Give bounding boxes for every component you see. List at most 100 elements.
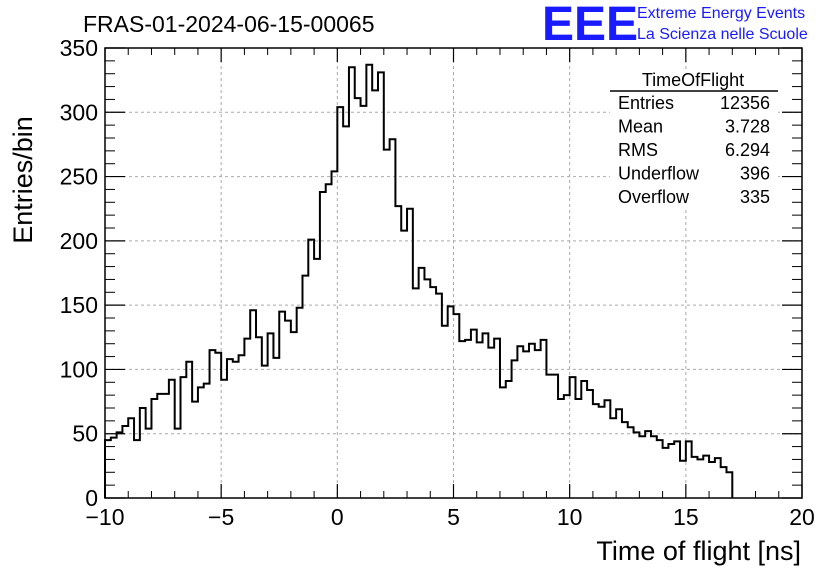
histogram-bin [256, 337, 262, 498]
histogram-bin [186, 362, 192, 498]
eee-logo-letters: EEE [542, 0, 638, 51]
histogram-bin [314, 259, 320, 498]
histogram-bin [692, 457, 698, 498]
histogram-bin [361, 106, 367, 498]
histogram-bin [535, 350, 541, 498]
histogram-bin [570, 377, 576, 498]
histogram-bin [651, 436, 657, 498]
x-tick-label: 5 [447, 504, 460, 530]
stats-label: RMS [618, 140, 658, 160]
x-tick-labels: −10 −5 0 5 10 15 20 [85, 504, 814, 530]
histogram-bin [239, 355, 245, 498]
histogram-bin [210, 350, 216, 498]
histogram-bin [181, 377, 187, 498]
histogram-bin [663, 448, 669, 498]
histogram-bin [448, 306, 454, 498]
stats-value: 6.294 [725, 140, 770, 160]
histogram-bin [117, 432, 123, 498]
eee-logo-line2: La Scienza nelle Scuole [637, 26, 808, 43]
histogram-bin [709, 462, 715, 498]
histogram-bin [436, 294, 442, 498]
histogram-bin [465, 340, 471, 498]
histogram-bin [175, 429, 181, 498]
histogram-bin [349, 67, 355, 498]
histogram-bin [332, 171, 338, 498]
histogram-bin [517, 346, 523, 498]
histogram-bin [401, 231, 407, 498]
histogram-bin [395, 206, 401, 498]
histogram-bin [529, 344, 535, 498]
histogram-bin [169, 380, 175, 498]
histogram-bin [424, 279, 430, 498]
eee-logo-line1: Extreme Energy Events [637, 5, 805, 22]
stats-label: Overflow [618, 187, 690, 207]
stats-value: 396 [740, 164, 770, 184]
histogram-bin [285, 321, 291, 498]
histogram-bin [680, 461, 686, 498]
histogram-bin [204, 384, 210, 498]
histogram-bin [262, 366, 268, 498]
histogram-bin [500, 387, 506, 498]
x-axis-label: Time of flight [ns] [596, 536, 801, 566]
stats-label: Underflow [618, 164, 700, 184]
histogram-bin [291, 332, 297, 498]
chart-title: FRAS-01-2024-06-15-00065 [83, 11, 375, 37]
eee-logo: EEE Extreme Energy Events La Scienza nel… [542, 0, 808, 51]
histogram-bin [384, 150, 390, 498]
histogram-bin [244, 339, 250, 498]
histogram-bin [686, 441, 692, 498]
axis-ticks [104, 47, 803, 499]
histogram-bin [512, 360, 518, 498]
stats-rows: Entries 12356 Mean 3.728 RMS 6.294 Underflow 39… [618, 93, 770, 207]
y-axis-label: Entries/bin [8, 116, 38, 244]
histogram-bin [215, 353, 221, 498]
histogram-bin [372, 90, 378, 498]
histogram-bin [419, 268, 425, 498]
histogram-bin [483, 333, 489, 498]
histogram-bin [639, 436, 645, 498]
histogram-bin [634, 432, 640, 498]
histogram-bin [454, 314, 460, 498]
y-tick-label: 200 [60, 228, 98, 254]
histogram-bin [192, 402, 198, 498]
x-tick-label: 20 [789, 504, 815, 530]
stats-label: Entries [618, 93, 674, 113]
x-tick-label: 10 [557, 504, 583, 530]
histogram-bin [378, 72, 384, 498]
histogram-bin [122, 426, 128, 498]
stats-value: 12356 [720, 93, 770, 113]
y-tick-label: 150 [60, 292, 98, 318]
histogram-bin [546, 375, 552, 498]
histogram-bin [697, 459, 703, 498]
histogram-bin [488, 348, 494, 498]
histogram-bin [198, 387, 204, 498]
histogram-bin [105, 440, 111, 498]
histogram-bin [302, 276, 308, 498]
histogram-bin [250, 310, 256, 498]
x-tick-label: 0 [331, 504, 344, 530]
histogram-bin [163, 394, 169, 498]
stats-box-background [610, 70, 778, 210]
histogram-bin [593, 404, 599, 498]
histogram-bin [610, 418, 616, 498]
histogram-bin [726, 472, 732, 498]
histogram-bin [721, 467, 727, 498]
histogram-bin [430, 287, 436, 498]
histogram-bin [599, 407, 605, 498]
histogram-bin [628, 427, 634, 498]
x-tick-label: −5 [208, 504, 234, 530]
stats-value: 335 [740, 187, 770, 207]
histogram-bin [366, 65, 372, 498]
histogram-bin [564, 395, 570, 498]
y-tick-label: 100 [60, 356, 98, 382]
histogram-bin [552, 375, 558, 498]
histogram-bin [459, 341, 465, 498]
histogram-bin [523, 351, 529, 498]
histogram-bin [442, 326, 448, 498]
histogram-bin [587, 390, 593, 498]
histogram-bin [668, 444, 674, 498]
histogram-bin [605, 400, 611, 498]
histogram-bin [477, 342, 483, 498]
histogram-bin [703, 456, 709, 498]
